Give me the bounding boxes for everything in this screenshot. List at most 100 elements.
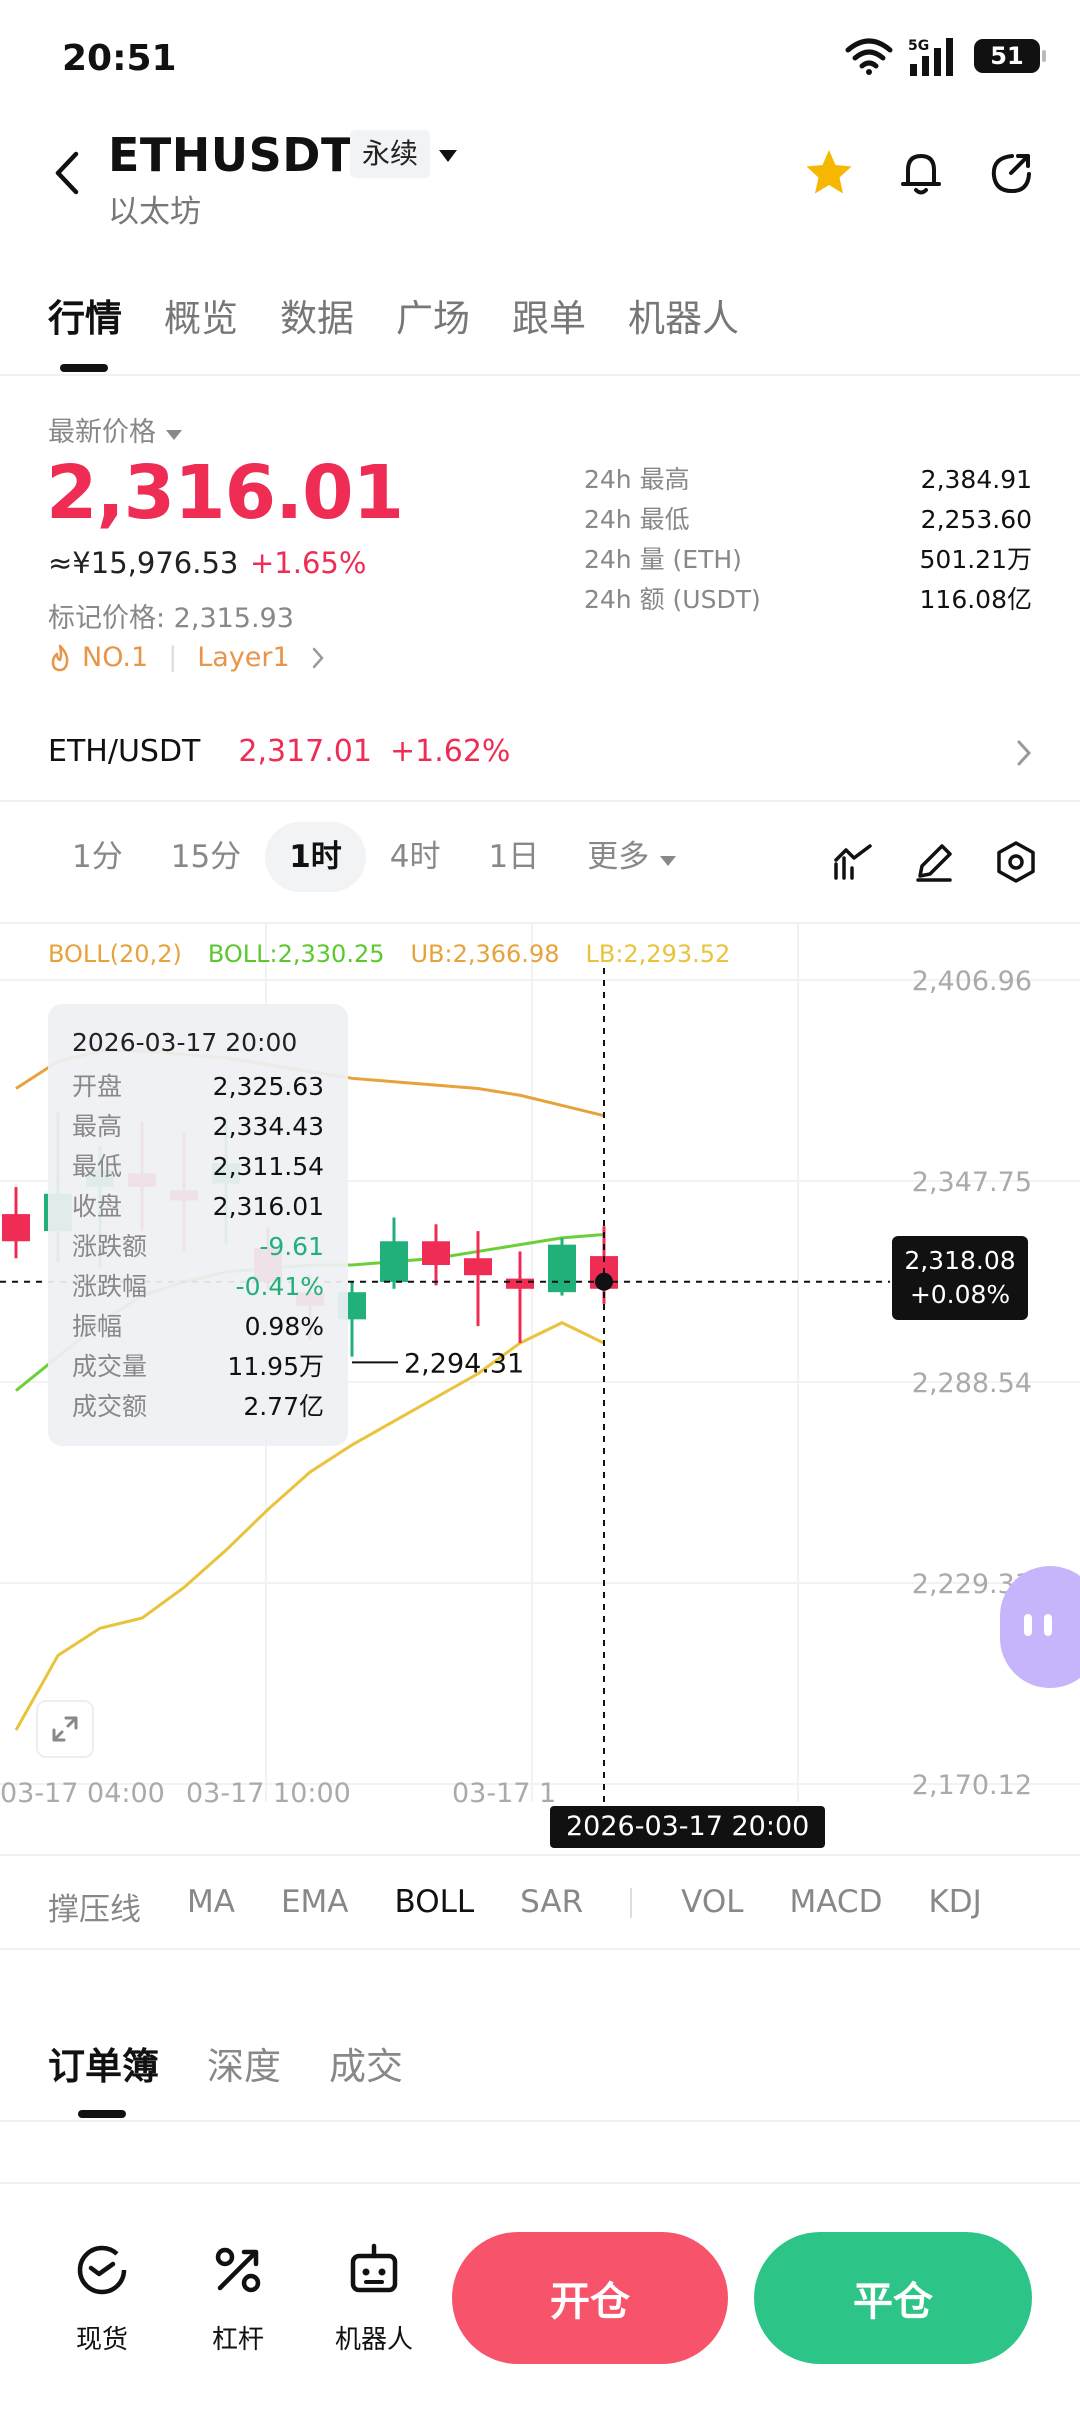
crosshair-price: 2,318.08 [904,1246,1016,1275]
sector-label: Layer1 [197,642,290,673]
spot-price: 2,317.01 [238,734,372,769]
cellular-signal-icon: 5G [908,38,953,76]
interval-more[interactable]: 更多 [563,822,701,892]
tooltip-row-close: 收盘 2,316.01 [72,1192,324,1221]
tab-trades[interactable]: 成交 [329,2045,403,2088]
wifi-icon [845,38,893,75]
candle-body [506,1278,534,1289]
tab-active-indicator [78,2110,126,2118]
indicator-icon[interactable] [832,840,876,884]
candle-body [464,1258,492,1276]
tab-copytrade[interactable]: 跟单 [512,297,586,340]
indicator-selector: 撑压线 MA EMA BOLL SAR VOL MACD KDJ [48,1884,1028,1929]
status-time: 20:51 [62,38,177,79]
interval-1m[interactable]: 1分 [72,839,123,875]
cny-price: ≈¥15,976.53 [48,546,239,580]
caret-down-icon[interactable] [438,148,458,164]
candle-body [548,1244,576,1293]
indicator-vol[interactable]: VOL [681,1884,744,1920]
tooltip-row-volume: 成交量 11.95万 [72,1352,324,1381]
flame-icon [51,644,69,671]
bell-icon[interactable] [894,146,948,200]
indicator-boll[interactable]: BOLL [394,1884,475,1920]
indicator-macd[interactable]: MACD [789,1884,883,1920]
stat-row-high: 24h 最高 2,384.91 [584,465,1032,494]
bottom-spot-button[interactable]: 现货 [42,2240,162,2356]
candle-body [422,1241,450,1266]
tooltip-row-change: 涨跌额 -9.61 [72,1232,324,1261]
x-tick-label: 03-17 04:00 [0,1778,165,1809]
tooltip-row-open: 开盘 2,325.63 [72,1072,324,1101]
tab-square[interactable]: 广场 [396,297,470,340]
bottom-leverage-button[interactable]: 杠杆 [178,2240,298,2356]
interval-selector: 1分 15分 1时 4时 1日 更多 [48,822,701,892]
tooltip-date: 2026-03-17 20:00 [72,1028,298,1057]
expand-icon [52,1716,78,1742]
crosshair-price-tag: 2,318.08 +0.08% [892,1236,1028,1320]
y-tick-label: 2,406.96 [912,966,1032,997]
bottom-robot-label: 机器人 [334,2325,413,2355]
robot-icon [350,2243,398,2293]
indicator-ma[interactable]: MA [187,1884,235,1920]
chevron-right-icon [312,647,324,668]
close-position-button[interactable]: 平仓 [754,2232,1032,2364]
y-tick-label: 2,170.12 [912,1770,1032,1801]
interval-1h[interactable]: 1时 [265,822,366,892]
stat-row-turnover: 24h 额 (USDT) 116.08亿 [584,585,1032,614]
tab-overview[interactable]: 概览 [164,297,238,340]
latest-price-label[interactable]: 最新价格 [48,410,183,449]
divider [0,374,1080,376]
divider [0,2182,1080,2184]
open-position-button[interactable]: 开仓 [452,2232,728,2364]
boll-lower-line [14,1321,605,1731]
spot-change: +1.62% [389,734,511,769]
floating-assistant-button[interactable] [1000,1566,1080,1688]
bottom-robot-button[interactable]: 机器人 [314,2240,434,2356]
tab-bot[interactable]: 机器人 [628,297,739,340]
star-icon[interactable] [802,146,856,200]
chevron-right-icon[interactable] [1014,738,1034,768]
tab-data[interactable]: 数据 [280,297,354,340]
tab-orderbook[interactable]: 订单簿 [48,2045,159,2088]
indicator-ema[interactable]: EMA [280,1884,349,1920]
separator [630,1888,632,1918]
indicator-sar[interactable]: SAR [520,1884,584,1920]
y-tick-label: 2,288.54 [912,1368,1032,1399]
boll-params: BOLL(20,2) [48,940,182,968]
y-axis: 2,406.962,347.752,288.542,229.332,170.12 [912,966,1032,1801]
boll-legend: BOLL(20,2) BOLL:2,330.25 UB:2,366.98 LB:… [48,940,730,968]
back-icon[interactable] [46,148,86,198]
crosshair-dot [595,1272,613,1291]
divider [0,1854,1080,1856]
candle-tooltip: 2026-03-17 20:00 开盘 2,325.63 最高 2,334.43 最… [48,1004,348,1446]
interval-4h[interactable]: 4时 [389,839,441,875]
indicator-sr[interactable]: 撑压线 [48,1892,141,1928]
draw-pen-icon[interactable] [912,840,956,884]
caret-down-icon [660,856,677,866]
stat-row-volume: 24h 量 (ETH) 501.21万 [584,545,1032,574]
fullscreen-button[interactable] [36,1700,94,1758]
interval-1d[interactable]: 1日 [488,839,540,875]
tooltip-row-change-pct: 涨跌幅 -0.41% [72,1272,324,1301]
share-icon[interactable] [984,146,1038,200]
y-tick-label: 2,347.75 [912,1167,1032,1198]
contract-type-badge[interactable]: 永续 [350,130,431,178]
divider [0,800,1080,802]
crosshair-change: +0.08% [909,1280,1011,1309]
boll-ub: UB:2,366.98 [410,940,560,968]
tooltip-row-low: 最低 2,311.54 [72,1152,324,1181]
tab-market[interactable]: 行情 [48,297,122,340]
mark-price: 标记价格: 2,315.93 [48,603,294,634]
spot-price-row[interactable]: ETH/USDT 2,317.01 +1.62% [48,734,510,769]
interval-15m[interactable]: 15分 [170,839,242,875]
settings-icon[interactable] [994,840,1038,884]
rank-row[interactable]: NO.1 | Layer1 [48,642,326,673]
status-icons: 5G 51 [844,36,1046,76]
indicator-kdj[interactable]: KDJ [928,1884,982,1920]
battery-icon: 51 [974,39,1046,73]
page-title: ETHUSDT [108,128,353,182]
tooltip-row-amplitude: 振幅 0.98% [72,1312,324,1341]
assistant-face-icon [1024,1614,1052,1636]
tab-depth[interactable]: 深度 [207,2045,281,2088]
asset-name: 以太坊 [108,194,201,230]
